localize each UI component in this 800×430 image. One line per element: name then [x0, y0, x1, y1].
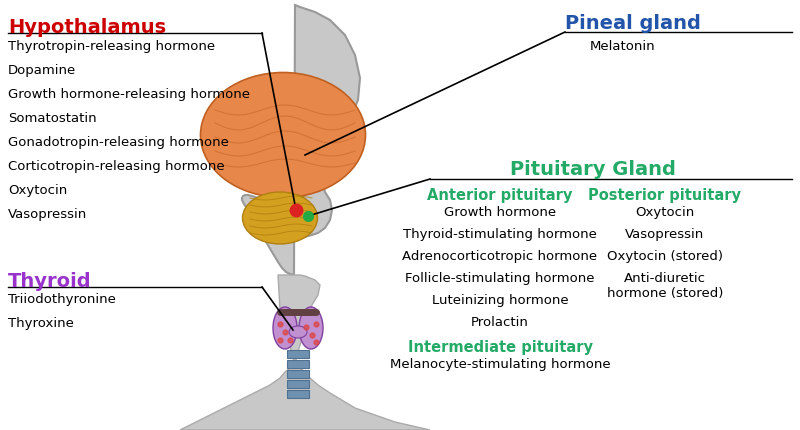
Text: Growth hormone-releasing hormone: Growth hormone-releasing hormone	[8, 88, 250, 101]
Text: Anti-diuretic
hormone (stored): Anti-diuretic hormone (stored)	[607, 272, 723, 300]
Polygon shape	[242, 5, 360, 275]
Text: Corticotropin-releasing hormone: Corticotropin-releasing hormone	[8, 160, 225, 173]
Polygon shape	[287, 350, 309, 358]
Text: Intermediate pituitary: Intermediate pituitary	[407, 340, 593, 355]
Text: Posterior pituitary: Posterior pituitary	[589, 188, 742, 203]
Text: Growth hormone: Growth hormone	[444, 206, 556, 219]
Ellipse shape	[299, 307, 323, 349]
Polygon shape	[278, 275, 320, 365]
Text: Triiodothyronine: Triiodothyronine	[8, 293, 116, 306]
Text: Prolactin: Prolactin	[471, 316, 529, 329]
Text: Luteinizing hormone: Luteinizing hormone	[432, 294, 568, 307]
Ellipse shape	[289, 326, 307, 338]
Text: Vasopressin: Vasopressin	[8, 208, 87, 221]
Polygon shape	[287, 370, 309, 378]
Text: Somatostatin: Somatostatin	[8, 112, 97, 125]
Text: Adrenocorticotropic hormone: Adrenocorticotropic hormone	[402, 250, 598, 263]
Text: Thyroxine: Thyroxine	[8, 317, 74, 330]
Text: Melanocyte-stimulating hormone: Melanocyte-stimulating hormone	[390, 358, 610, 371]
Text: Oxytocin (stored): Oxytocin (stored)	[607, 250, 723, 263]
Ellipse shape	[281, 195, 311, 235]
Text: Hypothalamus: Hypothalamus	[8, 18, 166, 37]
Polygon shape	[287, 360, 309, 368]
Polygon shape	[180, 366, 430, 430]
Text: Thyrotropin-releasing hormone: Thyrotropin-releasing hormone	[8, 40, 215, 53]
Text: Pituitary Gland: Pituitary Gland	[510, 160, 676, 179]
Ellipse shape	[201, 73, 366, 197]
Text: Gonadotropin-releasing hormone: Gonadotropin-releasing hormone	[8, 136, 229, 149]
Polygon shape	[287, 390, 309, 398]
Text: Thyroid-stimulating hormone: Thyroid-stimulating hormone	[403, 228, 597, 241]
Polygon shape	[287, 380, 309, 388]
Ellipse shape	[242, 192, 318, 244]
Text: Oxytocin: Oxytocin	[635, 206, 694, 219]
Text: Thyroid: Thyroid	[8, 272, 92, 291]
Text: Pineal gland: Pineal gland	[565, 14, 701, 33]
Text: Melatonin: Melatonin	[590, 40, 656, 53]
Text: Follicle-stimulating hormone: Follicle-stimulating hormone	[406, 272, 594, 285]
Text: Anterior pituitary: Anterior pituitary	[427, 188, 573, 203]
Ellipse shape	[273, 307, 297, 349]
Text: Oxytocin: Oxytocin	[8, 184, 67, 197]
Text: Dopamine: Dopamine	[8, 64, 76, 77]
Text: Vasopressin: Vasopressin	[626, 228, 705, 241]
